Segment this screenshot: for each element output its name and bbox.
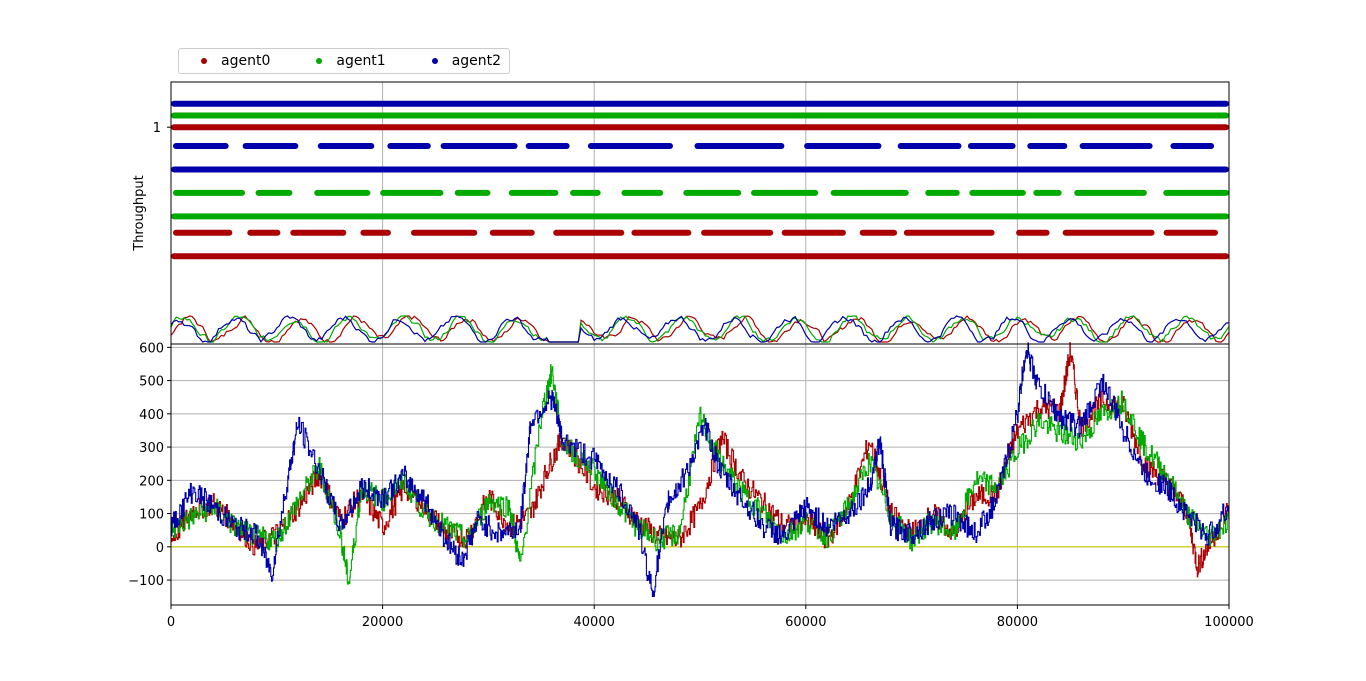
y-tick-label-0: −100 [128, 574, 164, 589]
scatter-band-agent0-0 [171, 124, 1229, 131]
scatter-segment-agent1-1 [454, 189, 491, 196]
scatter-segment-agent0-1 [1016, 229, 1050, 236]
y-tick-label-6: 500 [139, 375, 164, 390]
legend-item-agent2: agent2 [418, 53, 501, 69]
scatter-segment-agent1-1 [173, 189, 246, 196]
scatter-segment-agent1-1 [621, 189, 664, 196]
bottom-line-agent1 [171, 364, 1230, 585]
x-tick-label-1: 20000 [362, 615, 403, 630]
scatter-segment-agent2-1 [1079, 142, 1153, 149]
legend-item-agent0: agent0 [187, 53, 270, 69]
scatter-segment-agent2-1 [173, 142, 229, 149]
y-axis-label: Throughput [132, 175, 147, 252]
scatter-segment-agent1-1 [314, 189, 371, 196]
scatter-row-agent2-1 [173, 142, 1215, 149]
scatter-row-agent2-2 [171, 166, 1229, 173]
scatter-segment-agent1-1 [1163, 189, 1229, 196]
y-tick-label-7: 600 [139, 341, 164, 356]
x-tick-label-3: 60000 [785, 615, 826, 630]
scatter-segment-agent1-1 [969, 189, 1026, 196]
scatter-segment-agent2-1 [525, 142, 570, 149]
scatter-segment-agent2-1 [1170, 142, 1215, 149]
scatter-band-agent0-2 [171, 253, 1229, 260]
scatter-segment-agent2-1 [694, 142, 785, 149]
scatter-segment-agent2-1 [897, 142, 962, 149]
scatter-segment-agent1-1 [830, 189, 909, 196]
scatter-segment-agent0-1 [360, 229, 391, 236]
scatter-band-agent2-0 [171, 100, 1229, 107]
scatter-segment-agent2-1 [804, 142, 882, 149]
scatter-row-agent2-0 [171, 100, 1229, 107]
scatter-segment-agent2-1 [242, 142, 299, 149]
bottom-line-agent2 [171, 342, 1230, 598]
scatter-segment-agent2-1 [317, 142, 375, 149]
legend-marker-agent2 [431, 58, 438, 64]
scatter-segment-agent2-1 [1027, 142, 1068, 149]
scatter-segment-agent1-1 [1033, 189, 1062, 196]
scatter-segment-agent0-1 [859, 229, 898, 236]
scatter-segment-agent2-1 [587, 142, 673, 149]
middle-line-agent0 [170, 315, 1230, 343]
scatter-row-agent0-1 [173, 229, 1218, 236]
legend-label-agent2: agent2 [451, 53, 502, 69]
scatter-segment-agent1-1 [380, 189, 444, 196]
y-tick-label-4: 300 [139, 441, 164, 456]
scatter-segment-agent0-1 [781, 229, 846, 236]
legend-item-agent1: agent1 [302, 53, 386, 69]
scatter-band-agent1-2 [171, 213, 1229, 220]
scatter-segment-agent1-1 [683, 189, 742, 196]
scatter-segment-agent0-1 [701, 229, 774, 236]
scatter-segment-agent0-1 [247, 229, 281, 236]
scatter-segment-agent0-1 [290, 229, 347, 236]
scatter-row-agent0-0 [171, 124, 1229, 131]
legend-label-agent0: agent0 [221, 53, 271, 69]
scatter-segment-agent2-1 [387, 142, 431, 149]
queue-line-panel [171, 342, 1230, 598]
scatter-segment-agent2-1 [440, 142, 518, 149]
x-tick-label-2: 40000 [574, 615, 615, 630]
y-tick-label-5: 400 [139, 408, 164, 423]
scatter-segment-agent0-1 [489, 229, 535, 236]
x-tick-label-5: 100000 [1204, 615, 1254, 630]
scatter-segment-agent0-1 [1163, 229, 1218, 236]
scatter-segment-agent1-1 [1074, 189, 1147, 196]
throughput-scatter-panel [171, 100, 1229, 260]
x-tick-label-0: 0 [167, 615, 175, 630]
top-y-tick-label-0: 1 [153, 121, 161, 136]
legend-label-agent1: agent1 [336, 53, 386, 69]
scatter-row-agent0-2 [171, 253, 1229, 260]
axes: 0 20000 40000 60000 80000 100000 −100 0 100 200 30… [128, 81, 1254, 630]
y-tick-label-2: 100 [139, 508, 164, 523]
scatter-segment-agent1-1 [751, 189, 819, 196]
scatter-segment-agent1-1 [508, 189, 559, 196]
legend-marker-agent1 [316, 58, 323, 64]
bottom-line-agent0 [171, 342, 1230, 578]
scatter-segment-agent0-1 [903, 229, 995, 236]
scatter-segment-agent0-1 [173, 229, 233, 236]
throughput-line-panel [170, 315, 1230, 343]
scatter-segment-agent0-1 [553, 229, 625, 236]
scatter-segment-agent1-1 [925, 189, 960, 196]
x-tick-label-4: 80000 [997, 615, 1038, 630]
y-tick-label-1: 0 [156, 541, 164, 556]
scatter-band-agent1-0 [171, 112, 1229, 119]
scatter-segment-agent1-1 [570, 189, 601, 196]
scatter-row-agent1-2 [171, 213, 1229, 220]
middle-line-agent2 [170, 315, 1230, 343]
scatter-band-agent2-2 [171, 166, 1229, 173]
scatter-segment-agent2-1 [967, 142, 1016, 149]
scatter-row-agent1-0 [171, 112, 1229, 119]
y-tick-label-3: 200 [139, 474, 164, 489]
scatter-segment-agent0-1 [631, 229, 692, 236]
scatter-segment-agent0-1 [1062, 229, 1155, 236]
legend-marker-agent0 [201, 58, 207, 64]
scatter-segment-agent0-1 [410, 229, 478, 236]
legend: agent0 agent1 agent2 [178, 48, 511, 74]
scatter-segment-agent1-1 [255, 189, 293, 196]
scatter-row-agent1-1 [173, 189, 1229, 196]
